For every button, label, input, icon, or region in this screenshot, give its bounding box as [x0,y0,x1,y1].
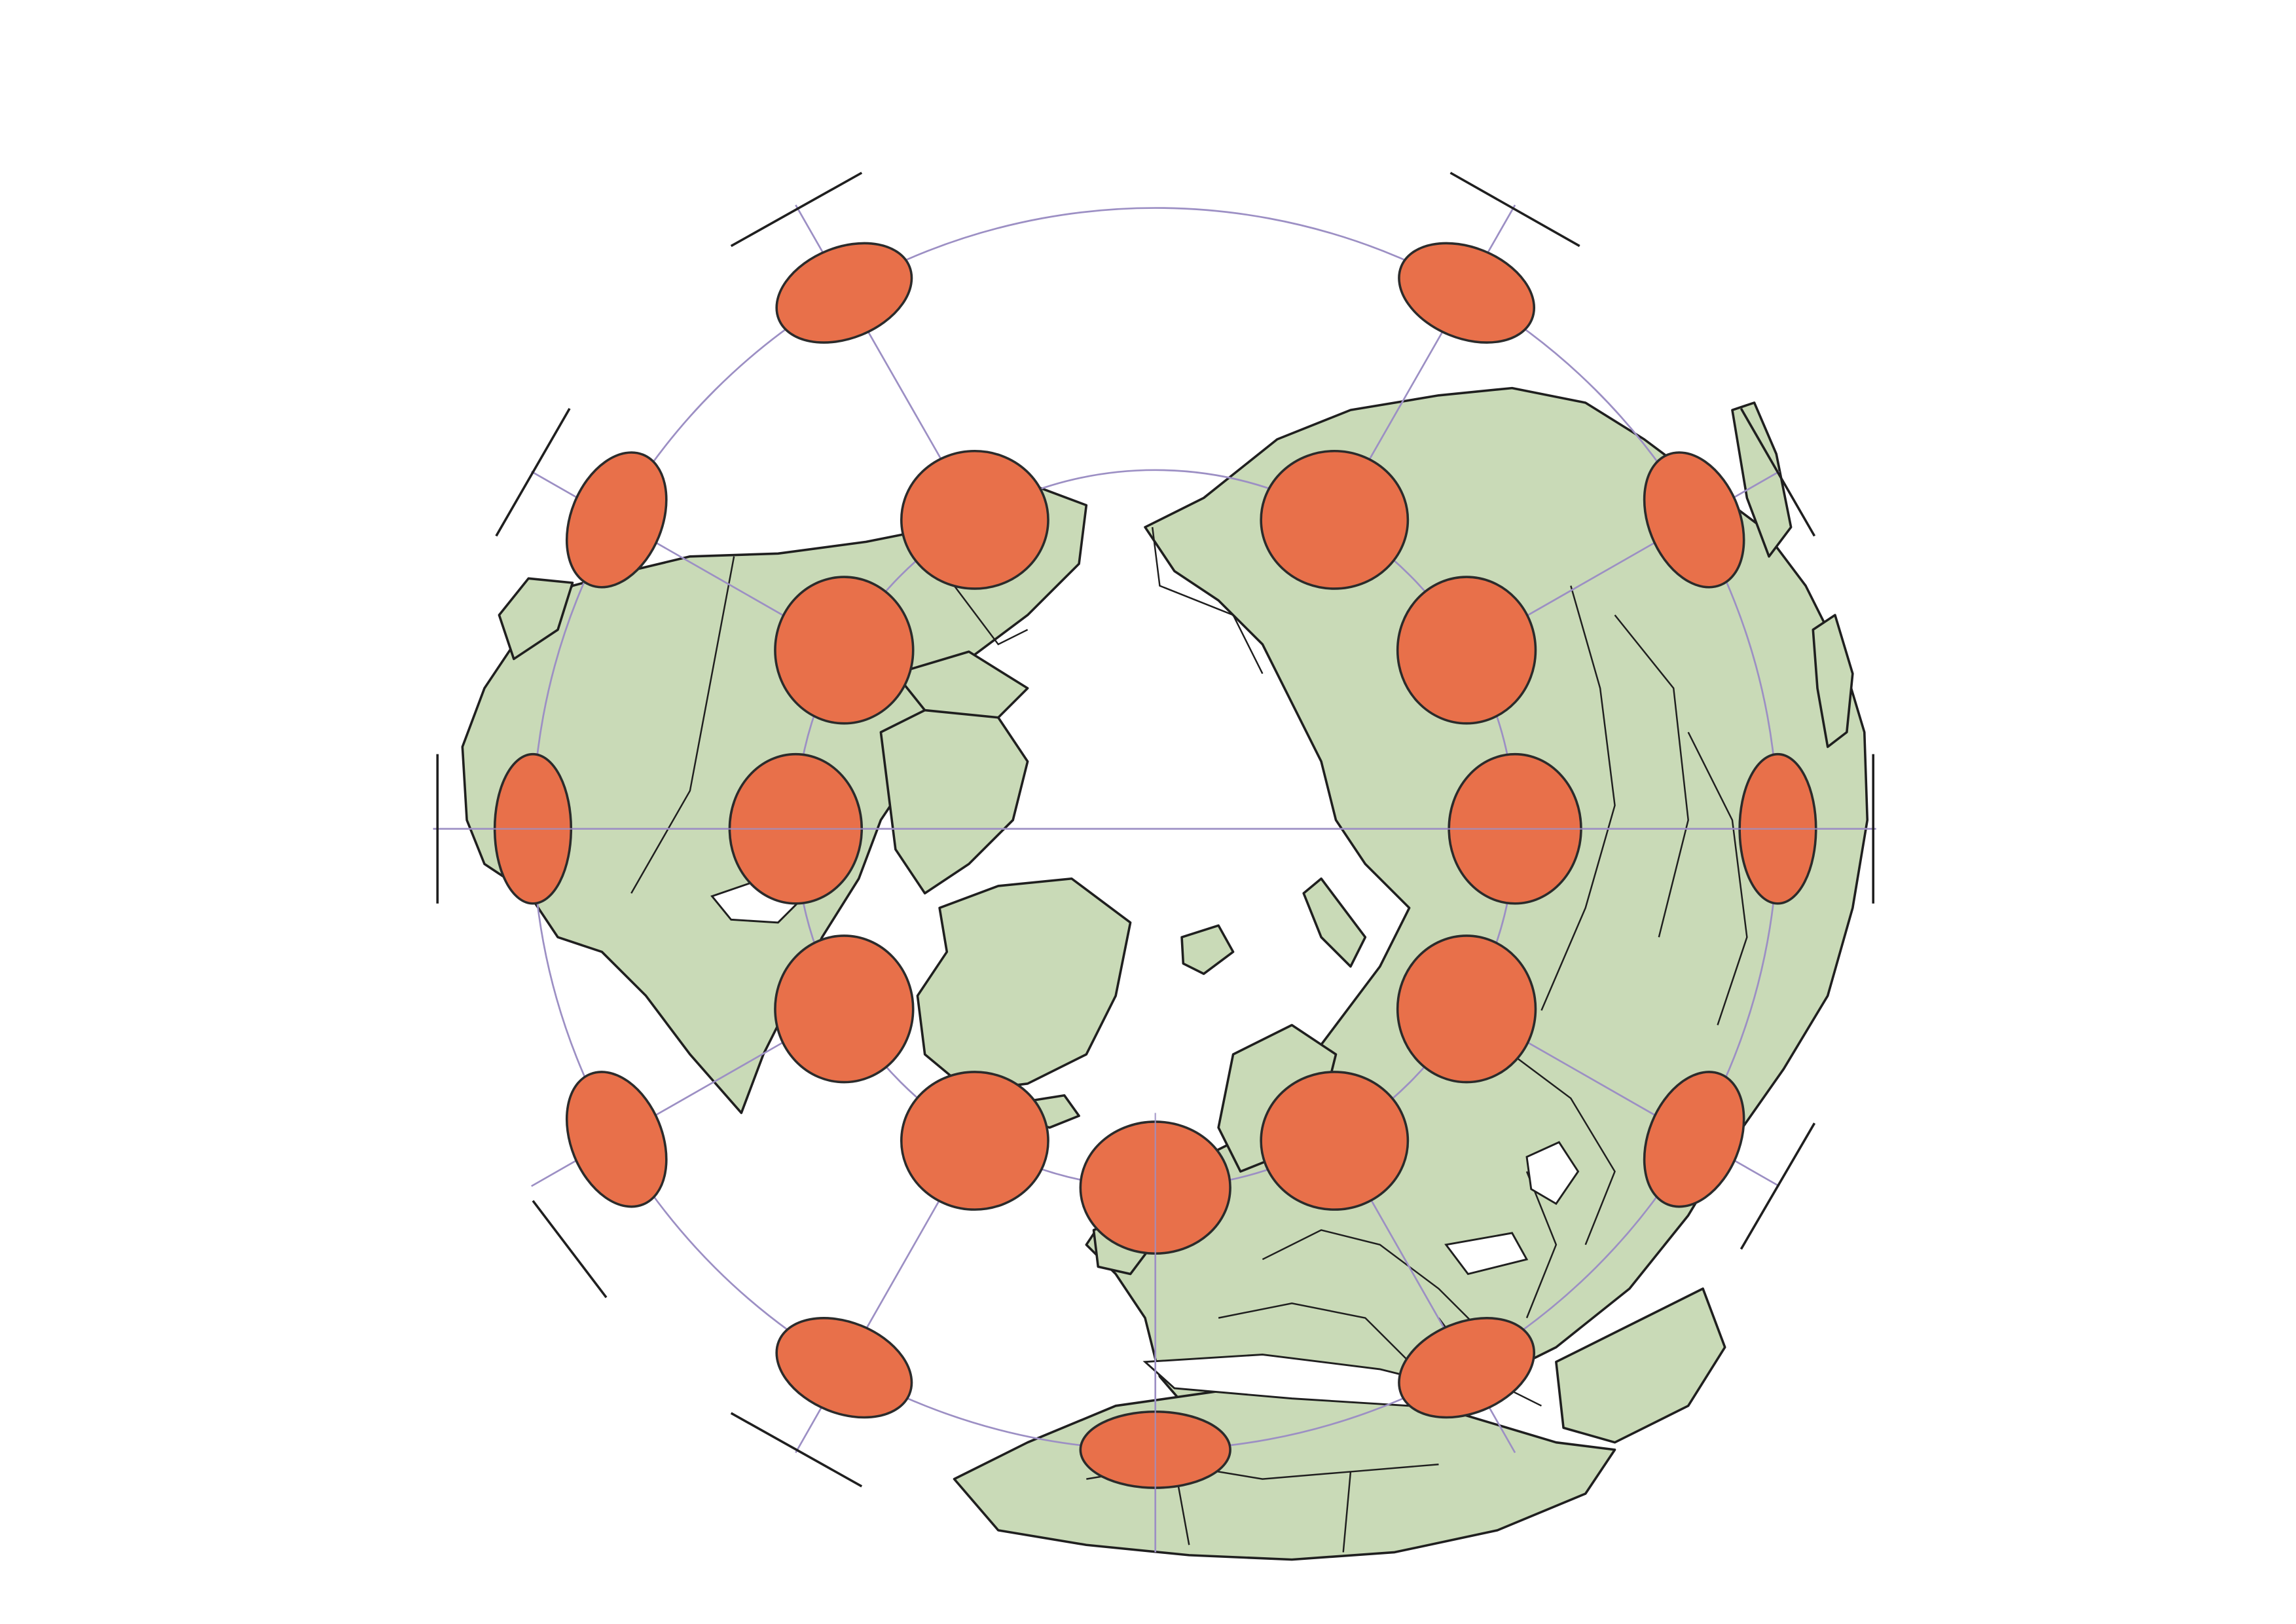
tissot-indicatrix [900,1071,1049,1211]
tissot-indicatrix [1643,1071,1745,1208]
tissot-indicatrix [774,934,915,1084]
landmass-arabia [1555,1287,1726,1444]
border-line [1540,585,1616,1011]
black-sea [1444,1232,1529,1276]
landmass-eurasia [1085,386,1869,1444]
edge-tick [532,1200,608,1299]
landmass-svalbard [1180,924,1235,975]
landmass-greenland [916,877,1132,1092]
country-borders [630,526,1748,1553]
border-line [1525,1171,1558,1319]
tissot-indicatrix [1398,1317,1536,1419]
landmass-novaya-zemlya [1302,877,1367,968]
land-masses [461,386,1869,1561]
edge-tick [1740,408,1816,537]
landmass-africa [953,1382,1616,1561]
tissot-indicatrix [565,451,668,589]
edge-tick [1740,1122,1816,1250]
tissot-indicatrix [565,1071,668,1208]
tissot-indicatrix [1260,449,1410,590]
caspian-sea [1525,1141,1580,1206]
landmass-arctic-archipelago [879,701,1029,895]
border-line [953,585,1029,646]
tissot-indicatrix [1260,1071,1410,1211]
landmass-arctic-island [894,650,1029,719]
border-line [1687,731,1748,1025]
landmass-kamchatka [1731,401,1793,558]
landmass-alaska [498,577,574,661]
tissot-indicatrix [1396,576,1537,725]
tissot-indicatrix [900,449,1049,590]
border-line [1262,1229,1484,1333]
landmass-japan [1812,614,1854,748]
border-line [1218,1302,1410,1363]
tissot-indicatrix [774,576,915,725]
tissot-indicatrix [1643,451,1745,589]
tissot-indicatrix [775,1317,913,1419]
map-edge-ticks [436,172,1875,1488]
inland-seas [710,877,1580,1407]
edge-tick [730,172,863,248]
border-line [1614,614,1689,938]
border-line [630,556,735,894]
tissot-indicatrix [1398,242,1536,344]
graticule-overlay [467,828,1843,1494]
edge-tick [730,1412,863,1488]
border-line [1342,1471,1352,1553]
tissot-indicatrix [775,242,913,344]
edge-tick [1449,172,1580,248]
border-line [1511,1054,1616,1246]
border-line [1152,526,1264,674]
edge-tick [495,408,571,537]
tissot-indicatrix [1396,934,1537,1084]
